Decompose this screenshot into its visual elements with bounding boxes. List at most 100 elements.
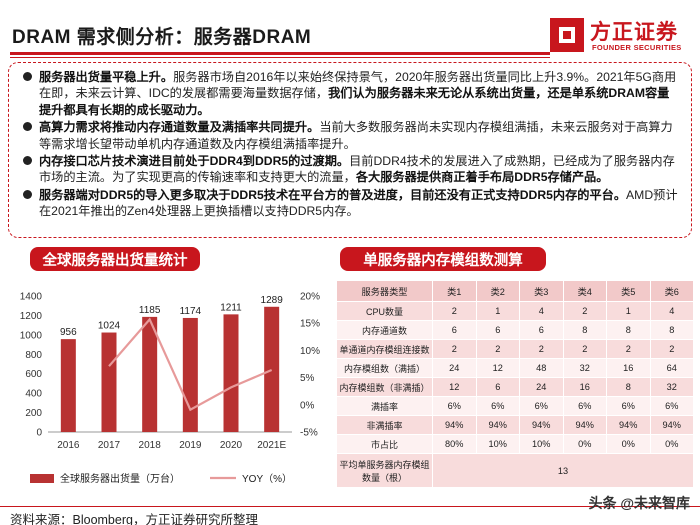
header-cell: 类3 [519,280,564,302]
table-cell: 2 [432,301,477,321]
row-label: 非满插率 [336,415,433,435]
table-cell: 2 [649,339,694,359]
row-label: 市占比 [336,434,433,454]
table-cell: 2 [475,339,520,359]
founder-securities-logo: 方正证券 FOUNDER SECURITIES [550,16,682,56]
row-label: 平均单服务器内存模组数量（根） [336,453,433,488]
table-cell: 0% [649,434,694,454]
table-cell: 64 [649,358,694,378]
table-cell: 8 [606,377,651,397]
table-cell: 0% [562,434,607,454]
bullet-lead: 高算力需求将推动内存通道数量及满插率共同提升。 [39,120,320,135]
row-label: 满插率 [336,396,433,416]
row-label: 内存通道数 [336,320,433,340]
bullet-dot-icon [23,189,32,199]
bar [142,316,158,432]
header-cell: 类6 [649,280,694,302]
header-cell: 服务器类型 [336,280,433,302]
bullet-text: 目前DDR4技术的发展进入了成熟期，已经成为了服务器内存市场的主流。为了实现更高… [39,154,675,185]
table-cell: 6% [562,396,607,416]
x-tick-label: 2021E [257,440,286,451]
table-row: 非满插率 94% 94% 94% 94% 94% 94% [336,415,694,435]
watermark: 头条 @未来智库 [588,495,690,511]
bullet-item: 服务器端对DDR5的导入更多取决于DDR5技术在平台方的普及进度，目前还没有正式… [21,187,681,220]
y-right-tick-label: 15% [300,319,320,330]
source-note: 资料来源：Bloomberg，方正证券研究所整理 [10,513,258,525]
table-cell: 2 [606,339,651,359]
bullet-item: 服务器出货量平稳上升。服务器市场自2016年以来始终保持景气，2020年服务器出… [21,69,681,118]
table-cell: 94% [475,415,520,435]
header-cell: 类2 [475,280,520,302]
y-right-tick-label: 20% [300,292,320,303]
bullet-text: 当前大多数服务器尚未实现内存模组满插，未来云服务对于高算力等需求增长望带动单机内… [39,120,673,151]
bar-data-label: 1024 [98,321,121,332]
chart-section-banner: 全球服务器出货量统计 [30,247,200,271]
bar [223,314,239,432]
y-left-tick-label: 800 [25,350,42,361]
table-cell: 6% [475,396,520,416]
bar-data-label: 1185 [139,305,161,316]
table-cell: 80% [432,434,477,454]
table-cell: 0% [606,434,651,454]
header-divider-thin [10,57,550,58]
bullet-dot-icon [23,122,32,132]
server-shipment-chart: 0 200 400 600 800 1000 1200 1400 -5% 0% 5% 10% 15% 20… [20,292,320,486]
table-cell: 12 [432,377,477,397]
header-cell: 类1 [432,280,477,302]
bullet-lead: 内存接口芯片技术演进目前处于DDR4到DDR5的过渡期。 [39,154,350,169]
table-cell: 2 [562,339,607,359]
table-cell: 2 [432,339,477,359]
table-row: 内存通道数 6 6 6 8 8 8 [336,320,694,340]
table-row: 满插率 6% 6% 6% 6% 6% 6% [336,396,694,416]
y-left-tick-label: 0 [36,428,42,439]
y-left-tick-label: 600 [25,369,42,380]
y-left-tick-label: 1200 [20,311,43,322]
legend-bar-label: 全球服务器出货量（万台） [60,472,180,485]
table-cell: 48 [519,358,564,378]
legend-line-label: YOY（%） [242,473,292,485]
y-left-tick-label: 1400 [20,292,43,303]
header-divider [10,52,550,55]
row-label: 内存模组数（非满插） [336,377,433,397]
table-cell: 12 [475,358,520,378]
bullet-text: 服务器市场自2016年以来始终保持景气，2020年服务器出货量同比上升3.9%。… [39,70,677,101]
bar [60,339,76,432]
table-cell: 6% [649,396,694,416]
bar [264,306,280,432]
bullet-lead: 服务器端对DDR5的导入更多取决于DDR5技术在平台方的普及进度，目前还没有正式… [39,187,627,202]
table-row: 市占比 80% 10% 10% 0% 0% 0% [336,434,694,454]
table-cell: 94% [562,415,607,435]
bar [101,332,117,432]
header-cell: 类5 [606,280,651,302]
bar-data-label: 1174 [180,306,202,317]
y-right-tick-label: 5% [300,373,315,384]
bar-data-label: 1211 [220,302,242,313]
bar-data-label: 1289 [261,295,284,306]
bar [182,317,198,432]
table-cell: 10% [519,434,564,454]
table-cell: 94% [432,415,477,435]
table-cell: 32 [649,377,694,397]
table-cell: 6% [606,396,651,416]
page-title: DRAM 需求侧分析：服务器DRAM [12,27,312,48]
table-cell: 6 [432,320,477,340]
table-row: 内存模组数（非满插） 12 6 24 16 8 32 [336,377,694,397]
logo-mark-icon [550,18,584,52]
y-right-tick-label: -5% [300,428,318,439]
header-cell: 类4 [562,280,607,302]
bullet-tail: 各大服务器提供商正着手布局DDR5存储产品。 [355,170,609,185]
row-label: 内存模组数（满插） [336,358,433,378]
bullet-dot-icon [23,156,32,166]
table-cell: 94% [649,415,694,435]
table-cell: 94% [519,415,564,435]
table-cell: 6% [432,396,477,416]
legend-bar-swatch [30,474,54,483]
logo-name-en: FOUNDER SECURITIES [592,43,682,52]
table-cell: 10% [475,434,520,454]
table-cell: 16 [562,377,607,397]
bullet-dot-icon [23,72,32,81]
table-cell: 6% [519,396,564,416]
x-tick-label: 2018 [139,440,162,451]
footer-divider [0,506,700,507]
y-left-tick-label: 400 [25,389,42,400]
